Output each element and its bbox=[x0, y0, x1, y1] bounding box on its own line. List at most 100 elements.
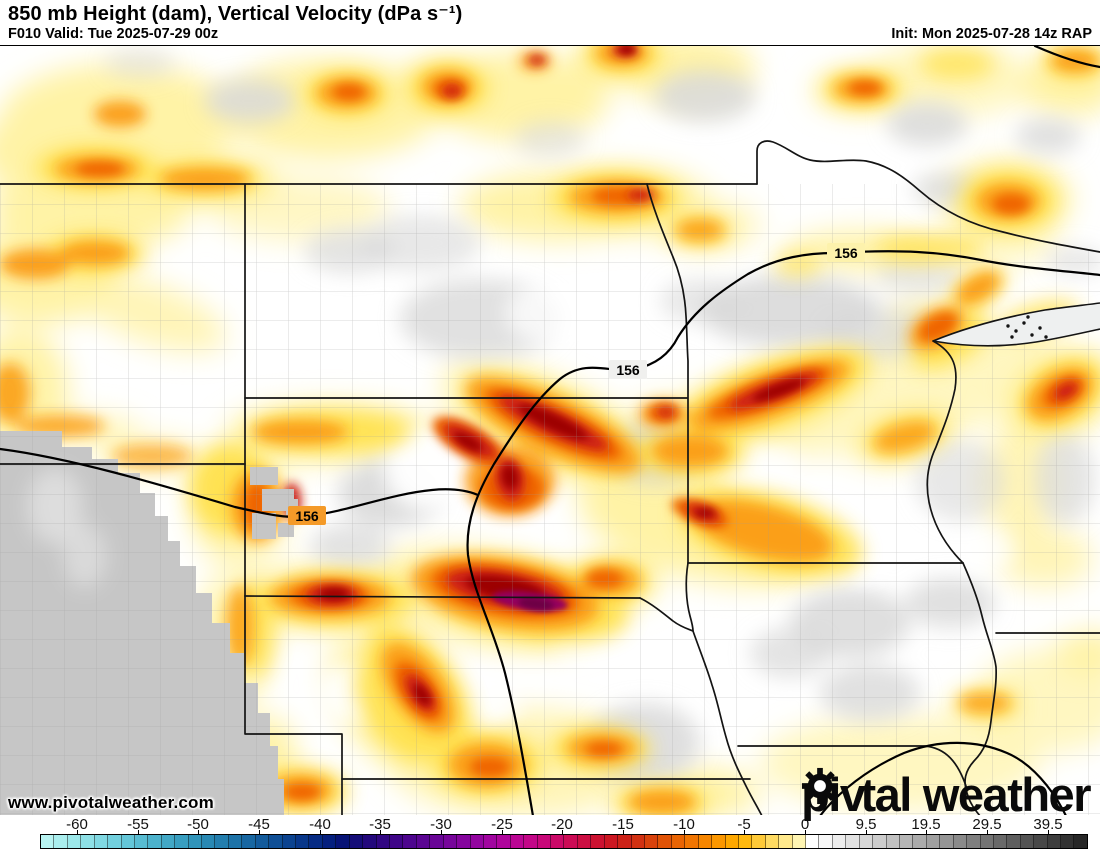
colorbar-cell bbox=[443, 835, 458, 848]
colorbar: -60 -55 -50 -45 -40 -35 -30 -25 -20 -15 -10 -5 0 9.5 1… bbox=[0, 815, 1100, 850]
colorbar-cell bbox=[631, 835, 645, 848]
colorbar-cell bbox=[712, 835, 726, 848]
page-title: 850 mb Height (dam), Vertical Velocity (… bbox=[8, 3, 463, 25]
contour-label-bg bbox=[288, 506, 326, 525]
colorbar-cell bbox=[282, 835, 297, 848]
contour-label-bg bbox=[609, 360, 647, 379]
colorbar-cell bbox=[658, 835, 672, 848]
colorbar-tick-mark bbox=[1048, 830, 1049, 834]
colorbar-cell bbox=[1020, 835, 1035, 848]
colorbar-bar bbox=[40, 834, 1088, 849]
contour-label: 156 bbox=[616, 362, 640, 378]
colorbar-cell bbox=[269, 835, 283, 848]
logo-text-weather: weather bbox=[922, 768, 1092, 821]
colorbar-tick-mark bbox=[926, 830, 927, 834]
colorbar-cell bbox=[671, 835, 686, 848]
colorbar-cell bbox=[738, 835, 753, 848]
colorbar-cell bbox=[54, 835, 68, 848]
colorbar-tick-mark bbox=[380, 830, 381, 834]
colorbar-cell bbox=[121, 835, 135, 848]
colorbar-tick-label: 29.5 bbox=[972, 816, 1002, 833]
colorbar-tick-label: -20 bbox=[551, 816, 573, 833]
colorbar-cell bbox=[202, 835, 216, 848]
watermark-url: www.pivotalweather.com bbox=[8, 793, 214, 812]
colorbar-cell bbox=[806, 835, 820, 848]
colorbar-cell bbox=[403, 835, 417, 848]
colorbar-cell bbox=[255, 835, 270, 848]
colorbar-cell bbox=[832, 835, 847, 848]
colorbar-tick-mark bbox=[684, 830, 685, 834]
colorbar-tick-mark bbox=[805, 830, 806, 834]
colorbar-tick-label: -55 bbox=[127, 816, 149, 833]
colorbar-cell bbox=[81, 835, 95, 848]
colorbar-cell bbox=[497, 835, 511, 848]
colorbar-tick-mark bbox=[987, 830, 988, 834]
colorbar-cell bbox=[752, 835, 766, 848]
colorbar-cell bbox=[564, 835, 578, 848]
colorbar-cell bbox=[430, 835, 444, 848]
colorbar-cell bbox=[1007, 835, 1021, 848]
colorbar-cell bbox=[873, 835, 887, 848]
colorbar-tick-label: -60 bbox=[66, 816, 88, 833]
colorbar-tick-label: -45 bbox=[248, 816, 270, 833]
map-canvas[interactable]: 156 156 156 www.pivotalweather.com piv bbox=[0, 45, 1100, 821]
colorbar-cell bbox=[134, 835, 149, 848]
colorbar-cell bbox=[859, 835, 874, 848]
colorbar-tick-mark bbox=[320, 830, 321, 834]
colorbar-cell bbox=[376, 835, 390, 848]
colorbar-tick-label: -50 bbox=[187, 816, 209, 833]
colorbar-tick-mark bbox=[441, 830, 442, 834]
colorbar-cell bbox=[792, 835, 807, 848]
colorbar-cell bbox=[510, 835, 525, 848]
lake-superior bbox=[932, 302, 1100, 347]
colorbar-tick-label: -15 bbox=[612, 816, 634, 833]
county-grid bbox=[0, 184, 1100, 816]
colorbar-cell bbox=[215, 835, 229, 848]
colorbar-cell bbox=[336, 835, 350, 848]
colorbar-tick-label: 9.5 bbox=[855, 816, 877, 833]
colorbar-cell bbox=[148, 835, 162, 848]
colorbar-cell bbox=[1074, 835, 1087, 848]
colorbar-cell bbox=[363, 835, 377, 848]
contour-labels: 156 156 156 bbox=[288, 243, 865, 525]
colorbar-cell bbox=[644, 835, 659, 848]
colorbar-cell bbox=[349, 835, 364, 848]
colorbar-tick-mark bbox=[866, 830, 867, 834]
colorbar-cell bbox=[94, 835, 109, 848]
colorbar-cell bbox=[913, 835, 927, 848]
colorbar-cell bbox=[108, 835, 122, 848]
colorbar-tick-mark bbox=[259, 830, 260, 834]
colorbar-cell bbox=[993, 835, 1008, 848]
colorbar-tick-mark bbox=[502, 830, 503, 834]
colorbar-cell bbox=[228, 835, 243, 848]
colorbar-tick-mark bbox=[744, 830, 745, 834]
colorbar-tick-mark bbox=[198, 830, 199, 834]
colorbar-tick-label: -10 bbox=[673, 816, 695, 833]
colorbar-cell bbox=[470, 835, 484, 848]
colorbar-cell bbox=[967, 835, 981, 848]
colorbar-cell bbox=[604, 835, 619, 848]
contour-label: 156 bbox=[295, 508, 319, 524]
colorbar-cell bbox=[457, 835, 471, 848]
pivotal-weather-logo: piv tal weather bbox=[801, 767, 1092, 822]
forecast-valid-label: F010 Valid: Tue 2025-07-29 00z bbox=[8, 26, 219, 42]
colorbar-cell bbox=[725, 835, 739, 848]
colorbar-cell bbox=[309, 835, 323, 848]
colorbar-tick-label: -35 bbox=[369, 816, 391, 833]
colorbar-cell bbox=[698, 835, 713, 848]
colorbar-cell bbox=[819, 835, 833, 848]
contour-label-bg bbox=[827, 243, 865, 262]
colorbar-cell bbox=[322, 835, 337, 848]
colorbar-cell bbox=[1034, 835, 1048, 848]
colorbar-cell bbox=[188, 835, 203, 848]
colorbar-cell bbox=[41, 835, 55, 848]
colorbar-cell bbox=[161, 835, 176, 848]
colorbar-cell bbox=[483, 835, 498, 848]
colorbar-cell bbox=[416, 835, 431, 848]
colorbar-cell bbox=[551, 835, 565, 848]
colorbar-tick-label: 19.5 bbox=[911, 816, 941, 833]
colorbar-tick-mark bbox=[562, 830, 563, 834]
colorbar-tick-label: -25 bbox=[491, 816, 513, 833]
colorbar-tick-label: -5 bbox=[737, 816, 751, 833]
